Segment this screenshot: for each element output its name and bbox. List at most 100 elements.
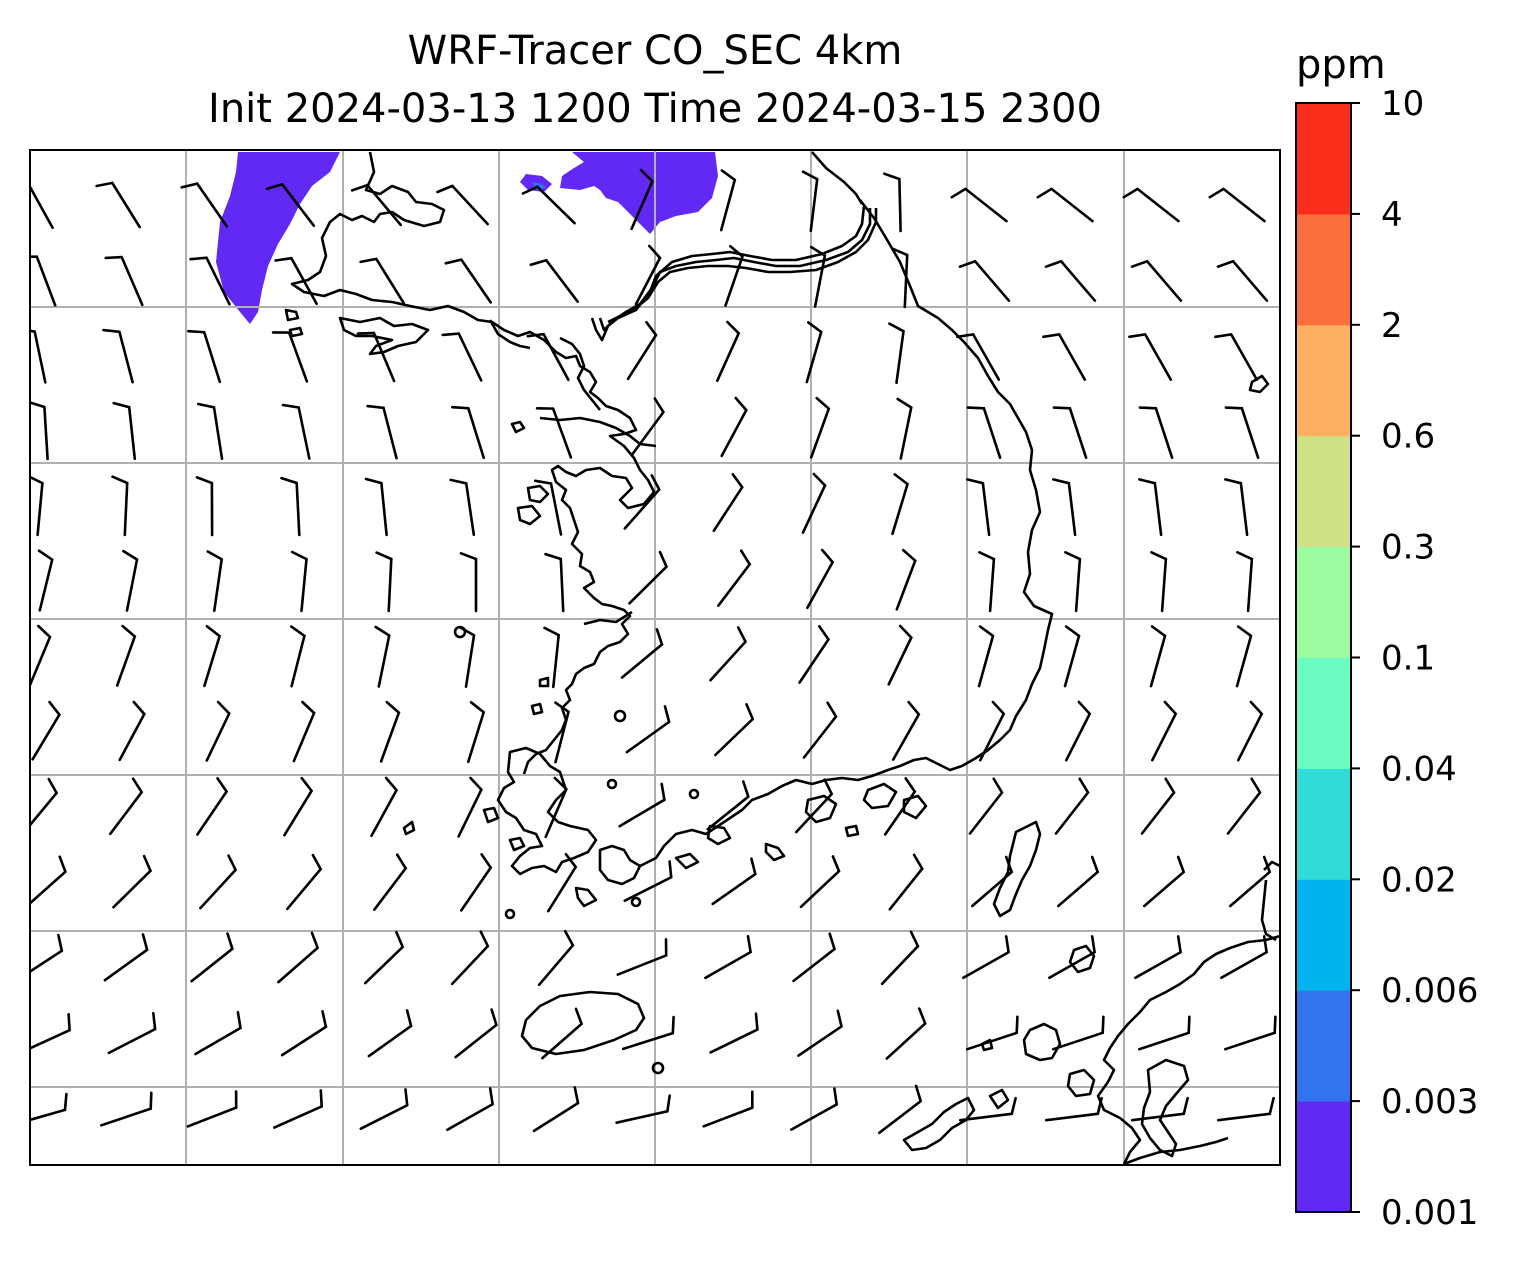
wind-barb bbox=[615, 1094, 671, 1124]
south-coast-islands bbox=[844, 824, 860, 838]
japan-kyushu-coast bbox=[1096, 934, 1280, 1165]
wind-barb bbox=[795, 778, 834, 834]
wind-barb bbox=[1236, 551, 1254, 613]
wind-barb bbox=[547, 852, 578, 913]
wind-barb bbox=[107, 1011, 157, 1055]
wind-barb bbox=[292, 700, 316, 763]
wind-barb bbox=[364, 477, 388, 537]
wind-barb bbox=[1224, 406, 1260, 459]
wind-barb bbox=[197, 402, 224, 460]
wind-barb bbox=[895, 548, 917, 611]
wind-barb bbox=[280, 1010, 328, 1057]
wind-barb bbox=[265, 182, 316, 227]
south-coast-islands bbox=[674, 852, 700, 870]
wind-barb bbox=[1054, 777, 1090, 835]
south-coast-islands bbox=[804, 794, 838, 824]
map-frame bbox=[29, 149, 1281, 1166]
wind-barb bbox=[1128, 332, 1173, 381]
wind-barb bbox=[966, 1015, 1019, 1051]
wind-barb bbox=[630, 168, 654, 231]
wind-barb bbox=[1044, 259, 1097, 302]
wind-barb bbox=[806, 548, 835, 610]
wind-barb bbox=[273, 1089, 324, 1129]
wind-barb bbox=[122, 549, 139, 612]
wind-barb bbox=[350, 183, 402, 227]
wind-barb bbox=[958, 259, 1011, 302]
colorbar-segment bbox=[1296, 990, 1351, 1102]
wind-barb bbox=[30, 1012, 71, 1050]
wind-barb bbox=[104, 255, 144, 307]
wind-barb bbox=[1063, 625, 1081, 688]
colorbar-tick-label: 0.3 bbox=[1381, 528, 1435, 568]
japan-islands-south bbox=[902, 1096, 976, 1152]
wind-barb bbox=[195, 476, 214, 537]
wind-barb bbox=[379, 700, 401, 763]
wind-barb bbox=[1216, 1096, 1275, 1122]
wind-barb bbox=[356, 331, 396, 383]
wind-barb bbox=[719, 169, 737, 232]
wind-barb bbox=[616, 938, 668, 976]
colorbar-segment bbox=[1296, 657, 1351, 769]
wind-barb bbox=[801, 472, 827, 534]
wind-barb bbox=[1138, 1015, 1191, 1051]
wind-barb bbox=[543, 626, 561, 689]
wind-barb bbox=[30, 1092, 68, 1122]
liaodong-coast bbox=[559, 336, 602, 411]
colorbar-tick-label: 0.003 bbox=[1381, 1082, 1478, 1122]
wind-barb bbox=[100, 1091, 153, 1127]
south-coast-islands bbox=[902, 794, 928, 820]
wind-barb bbox=[37, 549, 54, 612]
colorbar-segment bbox=[1296, 879, 1351, 991]
wind-barb bbox=[626, 320, 658, 381]
wind-barb bbox=[458, 626, 476, 688]
wind-barb bbox=[366, 404, 398, 460]
shandong-coast bbox=[539, 416, 657, 448]
wind-barb bbox=[1235, 625, 1253, 688]
china-coastline bbox=[290, 151, 656, 775]
wind-barb bbox=[798, 625, 831, 684]
colorbar-tick-label: 0.1 bbox=[1381, 639, 1435, 679]
wind-barb bbox=[526, 332, 570, 382]
wind-barb bbox=[709, 1012, 759, 1054]
wind-barb bbox=[375, 551, 393, 613]
wind-barb bbox=[359, 257, 405, 305]
colorbar-segment bbox=[1296, 1101, 1351, 1213]
wind-barb bbox=[1057, 855, 1100, 908]
island-small bbox=[288, 326, 304, 338]
wind-barb bbox=[30, 624, 52, 687]
wind-barb bbox=[1064, 551, 1082, 613]
wind-barb bbox=[189, 256, 231, 306]
wind-barb bbox=[103, 933, 149, 982]
wind-barb bbox=[31, 700, 61, 761]
wind-barb bbox=[541, 1007, 584, 1060]
wind-barb bbox=[712, 473, 744, 533]
wind-barb bbox=[1229, 855, 1272, 908]
shandong-islands bbox=[510, 420, 526, 434]
wind-barb bbox=[457, 776, 483, 838]
colorbar-segment bbox=[1296, 324, 1351, 437]
wind-barb bbox=[623, 860, 673, 902]
wind-barb bbox=[709, 626, 748, 682]
wind-barb bbox=[724, 244, 745, 307]
wind-barb bbox=[1052, 1015, 1105, 1051]
wind-barb bbox=[205, 700, 231, 762]
wind-barb bbox=[186, 1090, 238, 1128]
tracer-shading bbox=[216, 152, 718, 324]
island-small bbox=[482, 806, 500, 824]
wind-barb bbox=[190, 932, 234, 983]
wind-barb bbox=[799, 855, 841, 909]
colorbar-segment bbox=[1296, 213, 1351, 326]
wind-barb bbox=[373, 853, 408, 911]
wind-barb bbox=[1214, 332, 1259, 381]
wind-barb bbox=[891, 473, 910, 536]
wind-barb bbox=[274, 256, 318, 306]
island-ring bbox=[453, 625, 467, 639]
wind-barb bbox=[467, 701, 486, 764]
wind-barb bbox=[978, 551, 996, 613]
colorbar-tick-label: 0.6 bbox=[1381, 417, 1435, 457]
wind-barb bbox=[115, 624, 137, 687]
map-area bbox=[30, 150, 1280, 1165]
wind-barb bbox=[1044, 1096, 1103, 1122]
wind-barb bbox=[109, 777, 144, 836]
wind-barb bbox=[449, 478, 476, 536]
